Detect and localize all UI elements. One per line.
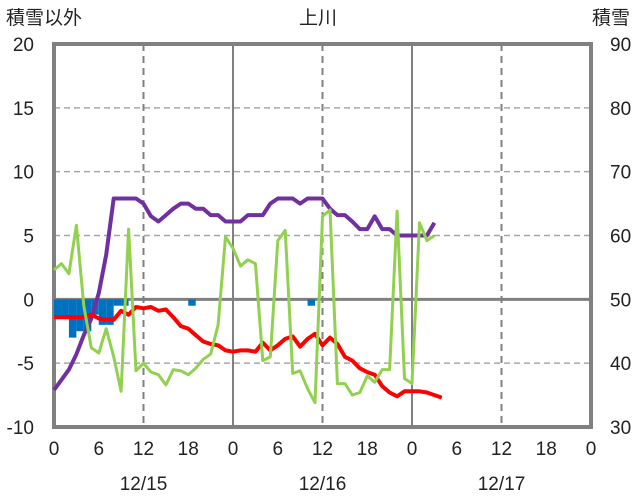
green_series-line [53, 208, 436, 405]
x-tick-label: 0 [228, 439, 239, 460]
right-axis-title: 積雪 [592, 7, 630, 29]
right-tick-label: 80 [610, 99, 631, 120]
chart-title: 上川 [299, 7, 337, 29]
x-tick-label: 18 [357, 439, 378, 460]
x-tick-label: 6 [451, 439, 462, 460]
right-tick-label: 60 [610, 227, 631, 248]
right-tick-label: 40 [610, 354, 631, 375]
precip-bar [106, 299, 114, 325]
right-tick-label: 30 [610, 418, 631, 439]
x-tick-label: 18 [178, 439, 199, 460]
precip-bar [188, 299, 196, 306]
x-tick-label: 12 [312, 439, 333, 460]
precip-bar [113, 299, 122, 306]
x-tick-label: 18 [536, 439, 557, 460]
precip-bar [98, 299, 107, 325]
left-axis-title: 積雪以外 [6, 7, 82, 29]
date-label: 12/16 [299, 474, 347, 495]
x-tick-label: 12 [491, 439, 512, 460]
precip-bar [61, 299, 69, 318]
x-tick-label: 0 [586, 439, 597, 460]
precip-bar [54, 299, 62, 318]
date-label: 12/17 [478, 474, 526, 495]
left-tick-label: -10 [7, 418, 34, 439]
x-tick-label: 6 [272, 439, 283, 460]
left-tick-label: 0 [23, 290, 34, 311]
snow_depth-line [52, 196, 437, 392]
date-label: 12/15 [120, 474, 168, 495]
right-tick-label: 90 [610, 35, 631, 56]
right-tick-label: 70 [610, 163, 631, 184]
left-tick-label: 10 [13, 163, 34, 184]
left-tick-label: 20 [13, 35, 34, 56]
plot-frame [52, 42, 593, 429]
x-tick-label: 12 [133, 439, 154, 460]
left-tick-label: 15 [13, 99, 34, 120]
right-tick-label: 50 [610, 290, 631, 311]
x-tick-label: 6 [93, 439, 104, 460]
x-tick-label: 0 [407, 439, 418, 460]
x-tick-label: 0 [49, 439, 60, 460]
left-tick-label: -5 [17, 354, 34, 375]
marks [52, 196, 443, 405]
precip-bar [307, 299, 316, 306]
left-tick-label: 5 [23, 227, 34, 248]
grid [52, 42, 593, 429]
